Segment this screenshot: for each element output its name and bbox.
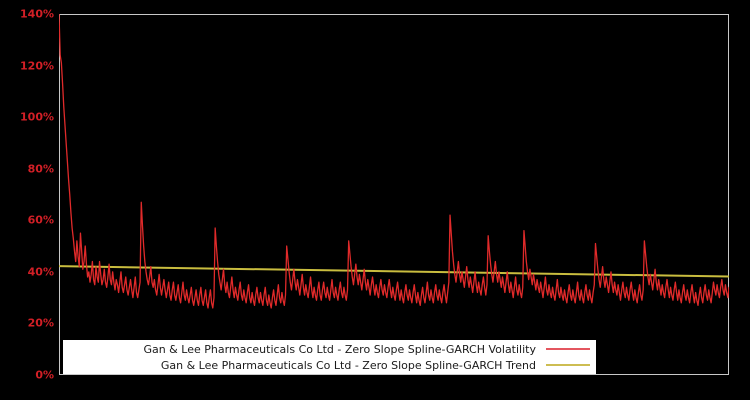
y-tick-label: 120% <box>20 59 54 73</box>
legend-swatch-volatility <box>546 348 590 350</box>
plot-area-frame <box>59 14 729 375</box>
y-tick-label: 100% <box>20 110 54 124</box>
y-axis-tick-labels: 140% 120% 100% 80% 60% 40% 20% 0% <box>0 0 54 400</box>
series-canvas <box>59 14 729 309</box>
legend-swatch-trend <box>546 364 590 366</box>
legend-entry-volatility: Gan & Lee Pharmaceuticals Co Ltd - Zero … <box>63 341 596 357</box>
y-tick-label: 140% <box>20 7 54 21</box>
legend-label-trend: Gan & Lee Pharmaceuticals Co Ltd - Zero … <box>160 358 536 372</box>
y-tick-label: 60% <box>27 213 54 227</box>
y-tick-label: 40% <box>27 265 54 279</box>
y-tick-label: 0% <box>35 368 54 382</box>
trend-line-path <box>59 265 729 278</box>
legend-entry-trend: Gan & Lee Pharmaceuticals Co Ltd - Zero … <box>63 357 596 373</box>
y-tick-label: 20% <box>27 316 54 330</box>
chart-legend: Gan & Lee Pharmaceuticals Co Ltd - Zero … <box>63 340 596 374</box>
legend-label-volatility: Gan & Lee Pharmaceuticals Co Ltd - Zero … <box>143 342 536 356</box>
y-tick-label: 80% <box>27 162 54 176</box>
volatility-line-path <box>59 14 729 309</box>
